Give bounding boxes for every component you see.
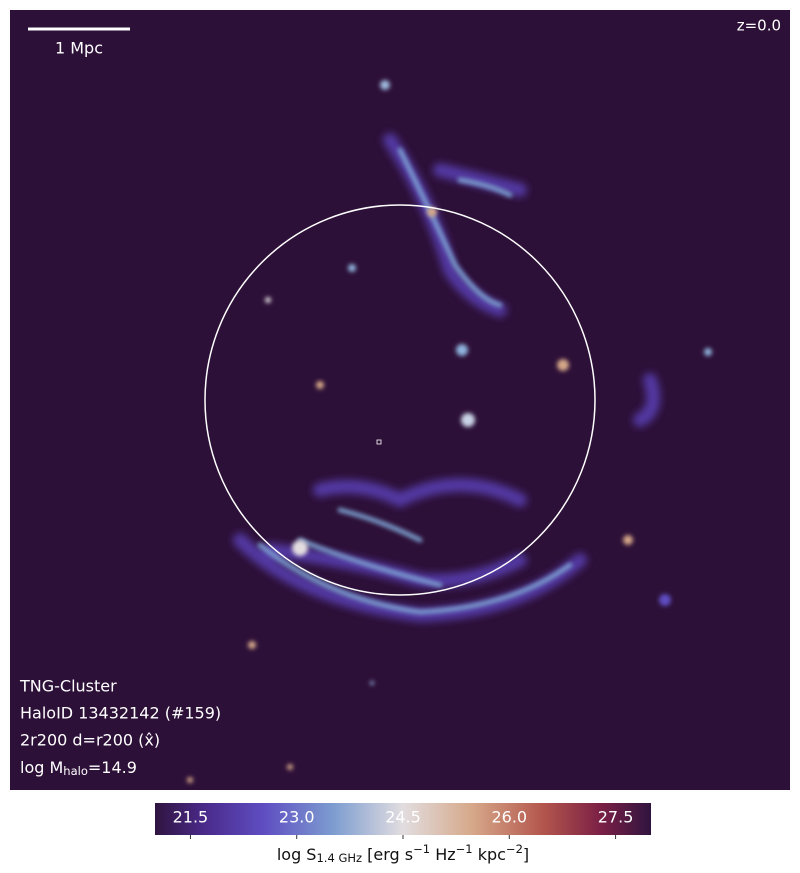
label-part: halo <box>63 764 88 778</box>
annotations: TNG-Cluster HaloID 13432142 (#159) 2r200 d… <box>19 677 221 778</box>
colorbar-tick-label: 23.0 <box>279 808 315 827</box>
label-part: ] <box>523 845 529 864</box>
map-background <box>10 10 790 790</box>
label-part: −2 <box>506 842 523 856</box>
redshift-label: z=0.0 <box>737 17 781 35</box>
colorbar-tick-label: 24.5 <box>385 808 421 827</box>
r200-circle <box>204 204 596 596</box>
annotation: TNG-Cluster <box>19 677 117 696</box>
emission-structures <box>187 80 712 783</box>
colorbar-label: log S1.4 GHz [erg s−1 Hz−1 kpc−2] <box>277 842 529 864</box>
label-part: kpc <box>473 845 506 864</box>
label-part: Hz <box>430 845 456 864</box>
colorbar <box>155 803 651 835</box>
annotation: HaloID 13432142 (#159) <box>20 704 221 723</box>
colorbar-tick-label: 27.5 <box>598 808 634 827</box>
label-part: 1.4 GHz <box>316 851 362 865</box>
label-part: −1 <box>413 842 430 856</box>
colorbar-tick-label: 26.0 <box>491 808 527 827</box>
label-part: log S <box>277 845 317 864</box>
label-part: log M <box>20 758 63 777</box>
mass-label: log Mhalo=14.9 <box>20 758 137 778</box>
colorbar-tick-label: 21.5 <box>173 808 209 827</box>
annotation: 2r200 d=r200 (x̂) <box>20 731 160 750</box>
scale-bar-label: 1 Mpc <box>55 39 103 58</box>
label-part: =14.9 <box>88 758 137 777</box>
label-part: [erg s <box>362 845 413 864</box>
halo-center <box>376 439 382 445</box>
label-part: −1 <box>456 842 473 856</box>
